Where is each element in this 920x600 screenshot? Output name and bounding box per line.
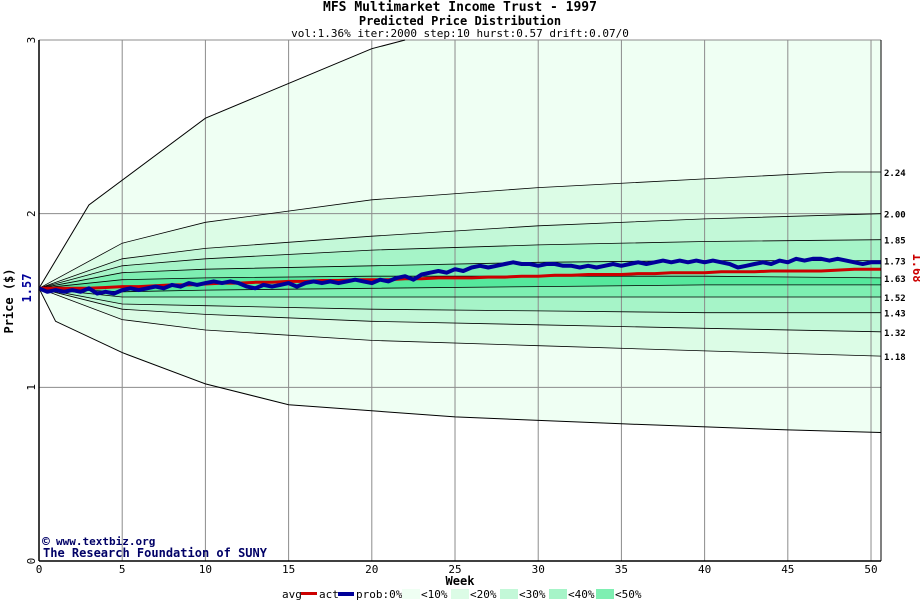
band-3-upper-line <box>38 239 882 289</box>
band-end-label: 1.85 <box>884 237 906 247</box>
band-1-upper-line <box>38 171 881 289</box>
x-axis-label: Week <box>446 574 476 588</box>
credit-url: www.textbiz.org <box>56 535 155 548</box>
price-series <box>38 256 881 296</box>
band-3-lower-line <box>38 287 881 314</box>
y-tick-3: 3 <box>25 37 38 44</box>
legend-act-label: act <box>319 588 339 600</box>
legend-swatch-20 <box>451 589 469 599</box>
y-tick-1: 1 <box>25 384 38 391</box>
axes <box>38 40 882 562</box>
band-5-upper-line <box>38 275 882 289</box>
y-tick-0: 0 <box>25 558 38 565</box>
x-tick-15: 15 <box>282 563 295 576</box>
band-end-label: 1.63 <box>884 275 906 285</box>
x-tick-10: 10 <box>199 563 212 576</box>
legend-swatch-50 <box>596 589 614 599</box>
legend-10-label: <10% <box>421 588 448 600</box>
envelope-upper-line <box>38 39 406 289</box>
legend-act-swatch <box>338 592 354 596</box>
chart-params: vol:1.36% iter:2000 step:10 hurst:0.57 d… <box>291 27 629 40</box>
legend-avg-label: avg <box>282 588 302 600</box>
band-1-lower-line <box>38 287 882 357</box>
chart-title: MFS Multimarket Income Trust - 1997 <box>323 0 597 15</box>
x-tick-50: 50 <box>864 563 877 576</box>
band-end-label: 2.24 <box>884 169 906 179</box>
y-tick-2: 2 <box>25 210 38 217</box>
x-tick-45: 45 <box>781 563 794 576</box>
start-price-label: 1.57 <box>20 274 34 303</box>
legend-20-label: <20% <box>470 588 497 600</box>
legend-avg-swatch <box>301 592 317 595</box>
band-end-label: 1.32 <box>884 329 906 339</box>
legend-30-label: <30% <box>519 588 546 600</box>
legend-50-label: <50% <box>615 588 642 600</box>
y-axis-label: Price ($) <box>2 268 16 333</box>
legend-swatch-40 <box>549 589 567 599</box>
band-4-lower-line <box>38 287 881 298</box>
x-tick-0: 0 <box>36 563 43 576</box>
copyright-symbol: © <box>42 535 50 550</box>
band-end-label: 2.00 <box>884 211 906 221</box>
band-2-lower-line <box>38 287 882 333</box>
legend-prob-label: prob:0%< <box>356 588 409 600</box>
x-tick-20: 20 <box>365 563 378 576</box>
legend: avg act prob:0%< <10% <20% <30% <40% <50… <box>282 588 642 600</box>
band-end-label: 1.43 <box>884 310 906 320</box>
band-end-label: 1.52 <box>884 294 906 304</box>
credit-organization: The Research Foundation of SUNY <box>43 546 268 560</box>
band-2-upper-line <box>38 213 882 289</box>
band-end-label: 1.18 <box>884 353 906 363</box>
band-end-label: 1.73 <box>884 258 906 268</box>
end-price-label: 1.68 <box>910 254 920 283</box>
x-tick-5: 5 <box>119 563 126 576</box>
legend-swatch-10 <box>402 589 420 599</box>
grid-lines <box>39 39 881 561</box>
chart-subtitle: Predicted Price Distribution <box>359 14 561 28</box>
x-tick-35: 35 <box>615 563 628 576</box>
x-tick-40: 40 <box>698 563 711 576</box>
band-end-labels: 2.24 2.00 1.85 1.73 1.63 1.52 1.43 1.32 1.18 <box>884 169 906 363</box>
legend-swatch-30 <box>500 589 518 599</box>
legend-40-label: <40% <box>568 588 595 600</box>
probability-bands <box>39 40 881 433</box>
tick-labels: 0 5 10 15 20 25 30 35 40 45 50 0 1 2 3 <box>25 37 878 576</box>
x-tick-25: 25 <box>448 563 461 576</box>
envelope-lower-line <box>38 288 882 433</box>
x-tick-30: 30 <box>532 563 545 576</box>
actual-price-line <box>38 256 881 296</box>
